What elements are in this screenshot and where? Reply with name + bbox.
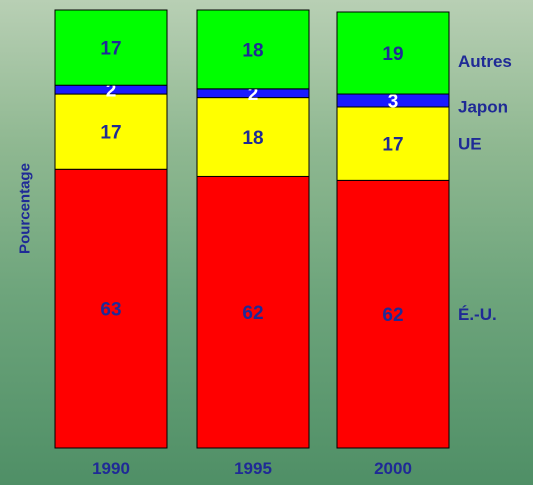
series-label-0: É.-U. [458, 305, 497, 324]
bar-segment-1990-0 [54, 168, 168, 449]
bar-segment-1990-3 [54, 9, 168, 86]
x-tick-label-1995: 1995 [234, 459, 272, 478]
x-tick-label-1990: 1990 [92, 459, 130, 478]
data-label-1995-1: 18 [242, 128, 263, 149]
x-tick-label-2000: 2000 [374, 459, 412, 478]
data-label-1995-3: 18 [242, 40, 263, 61]
bar-segment-1995-0 [196, 175, 310, 449]
data-label-1995-0: 62 [242, 303, 263, 324]
data-label-2000-1: 17 [382, 135, 403, 156]
data-label-1990-0: 63 [100, 300, 121, 321]
series-label-2: Japon [458, 97, 508, 116]
data-label-1995-2: 2 [248, 84, 259, 105]
data-label-1990-3: 17 [100, 39, 121, 60]
data-label-2000-3: 19 [382, 44, 403, 65]
data-label-2000-0: 62 [382, 305, 403, 326]
bar-segment-1995-3 [196, 9, 310, 90]
data-label-1990-2: 2 [106, 81, 117, 102]
bar-segment-1990-1 [54, 93, 168, 170]
series-label-1: UE [458, 135, 482, 154]
bar-segment-1995-1 [196, 97, 310, 177]
series-label-3: Autres [458, 52, 512, 71]
bar-segment-2000-1 [336, 106, 450, 181]
data-label-1990-1: 17 [100, 123, 121, 144]
bar-segment-2000-0 [336, 179, 450, 449]
bar-segment-2000-3 [336, 11, 450, 95]
data-label-2000-2: 3 [388, 91, 399, 112]
